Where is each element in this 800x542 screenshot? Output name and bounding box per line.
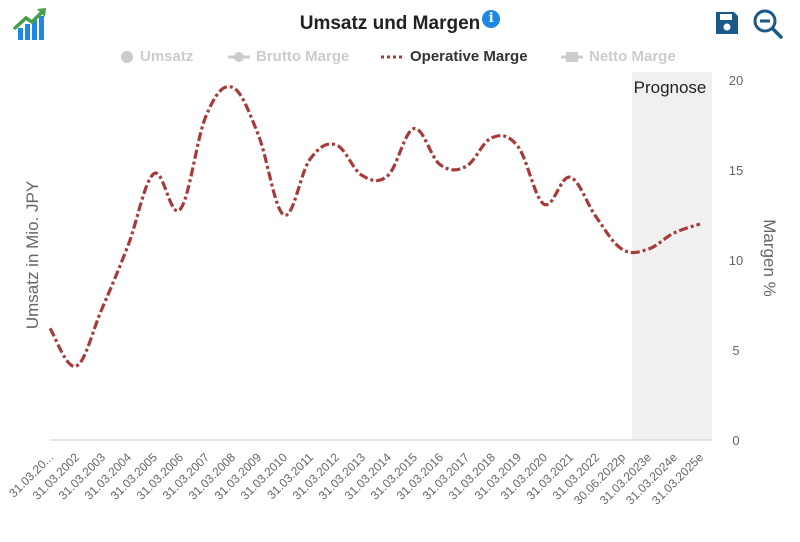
data-point-operative-marge[interactable] (619, 246, 625, 252)
data-point-operative-marge[interactable] (255, 131, 261, 137)
data-point-operative-marge[interactable] (125, 243, 131, 249)
legend-label: Umsatz (140, 48, 194, 65)
legend-item-operative-marge[interactable]: Operative Marge (380, 48, 528, 65)
data-point-operative-marge[interactable] (567, 174, 573, 180)
data-point-operative-marge[interactable] (281, 212, 287, 218)
legend-label: Brutto Marge (256, 48, 350, 65)
y-axis-title-left: Umsatz in Mio. JPY (23, 181, 42, 329)
data-point-operative-marge[interactable] (151, 171, 157, 177)
data-point-operative-marge[interactable] (229, 84, 235, 90)
data-point-operative-marge[interactable] (307, 156, 313, 162)
y-tick-label: 0 (732, 433, 739, 448)
info-icon[interactable]: i (482, 10, 501, 28)
legend-circle-icon (121, 50, 133, 63)
series-line-operative-marge (48, 85, 701, 368)
y-tick-label: 15 (729, 163, 743, 178)
legend-item-umsatz[interactable]: Umsatz (120, 48, 193, 65)
data-point-operative-marge[interactable] (203, 113, 209, 119)
data-point-operative-marge[interactable] (463, 163, 469, 169)
data-point-operative-marge[interactable] (437, 162, 443, 168)
chart-title-text: Umsatz und Margen (299, 13, 481, 34)
data-point-operative-marge[interactable] (177, 207, 183, 213)
data-point-operative-marge[interactable] (697, 221, 703, 227)
data-point-operative-marge[interactable] (593, 214, 599, 220)
chart-title: Umsatz und Margen i (0, 10, 800, 35)
y-tick-label: 5 (732, 343, 739, 358)
data-point-operative-marge[interactable] (73, 363, 79, 369)
y-axis-title-right: Margen % (760, 219, 779, 296)
y-tick-label: 20 (729, 73, 743, 88)
data-point-operative-marge[interactable] (645, 246, 651, 252)
legend-item-netto-marge[interactable]: Netto Marge (561, 48, 676, 65)
data-point-operative-marge[interactable] (99, 306, 105, 312)
data-point-operative-marge[interactable] (359, 172, 365, 178)
data-point-operative-marge[interactable] (47, 325, 53, 331)
forecast-label: Prognose (634, 78, 707, 97)
zoom-out-icon[interactable] (752, 8, 784, 40)
data-point-operative-marge[interactable] (671, 230, 677, 236)
legend-item-brutto-marge[interactable]: Brutto Marge (228, 48, 349, 65)
data-point-operative-marge[interactable] (411, 126, 417, 132)
legend-line-square-icon (561, 51, 583, 62)
data-point-operative-marge[interactable] (385, 172, 391, 178)
legend-line-circle-icon (228, 51, 250, 62)
legend-label: Netto Marge (589, 48, 676, 65)
forecast-band (632, 72, 712, 440)
legend: Umsatz Brutto Marge Operative Marge Nett… (0, 48, 800, 70)
data-point-operative-marge[interactable] (515, 144, 521, 150)
y-tick-label: 10 (729, 253, 743, 268)
data-point-operative-marge[interactable] (489, 135, 495, 141)
legend-label: Operative Marge (410, 48, 528, 65)
legend-dotted-line-icon (381, 55, 403, 58)
data-point-operative-marge[interactable] (541, 201, 547, 207)
data-point-operative-marge[interactable] (333, 142, 339, 148)
save-icon[interactable] (714, 10, 740, 36)
growth-chart-icon (13, 8, 46, 40)
